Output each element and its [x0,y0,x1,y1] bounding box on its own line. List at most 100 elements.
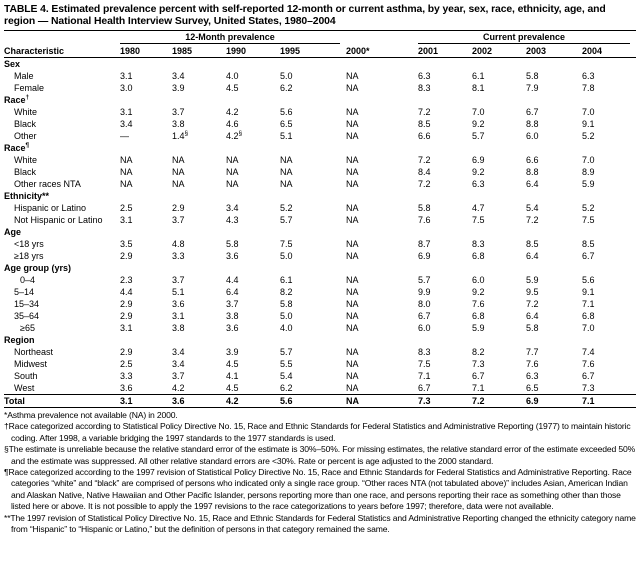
table-cell: NA [346,359,359,369]
table-cell: 6.0 [472,275,485,285]
table-row: Female 3.0 3.9 4.5 6.2 NA 8.3 8.1 7.9 7.8 [4,82,636,94]
table-cell: 5.6 [280,107,293,117]
table-title: TABLE 4. Estimated prevalence percent wi… [4,4,606,27]
table-cell: 5.7 [472,131,485,141]
table-cell: 3.4 [172,359,185,369]
table-cell: 6.3 [472,179,485,189]
table-cell: 7.5 [582,215,595,225]
section-header-row: Ethnicity** [4,190,636,202]
row-label: Region [4,335,35,345]
table-cell: 3.4 [172,347,185,357]
row-label: Ethnicity** [4,191,50,201]
table-cell: 7.3 [582,383,595,393]
table-cell: 5.4 [280,371,293,381]
table-cell: 2.5 [120,203,133,213]
row-label: Age [4,227,22,237]
table-cell: 2.9 [172,203,185,213]
table-row: <18 yrs 3.5 4.8 5.8 7.5 NA 8.7 8.3 8.5 8.5 [4,238,636,250]
table-row: White NA NA NA NA NA 7.2 6.9 6.6 7.0 [4,154,636,166]
table-row: Other races NTA NA NA NA NA NA 7.2 6.3 6.4 5.9 [4,178,636,190]
table-row: ≥18 yrs 2.9 3.3 3.6 5.0 NA 6.9 6.8 6.4 6.7 [4,250,636,262]
table-cell: 9.2 [472,167,485,177]
table-cell: 5.6 [582,275,595,285]
table-cell: 7.0 [582,155,595,165]
table-cell: NA [346,299,359,309]
row-label: Total [4,396,25,406]
table-cell: 8.5 [582,239,595,249]
section-header-row: Race¶ [4,142,636,154]
row-label: Race [4,95,26,105]
table-cell: 5.1 [280,131,293,141]
table-cell: 3.4 [226,203,239,213]
table-cell: 4.5 [226,383,239,393]
table-cell: 6.4 [526,251,539,261]
table-cell: 3.3 [120,371,133,381]
table-cell: 6.6 [418,131,431,141]
row-label: West [14,383,35,393]
table-cell: NA [346,323,359,333]
table-cell: 3.5 [120,239,133,249]
table-cell: 7.5 [280,239,293,249]
table-cell: 3.9 [226,347,239,357]
table-cell: 3.6 [226,251,239,261]
table-cell: NA [346,71,359,81]
table-cell: 3.7 [172,215,185,225]
table-cell: NA [346,131,359,141]
table-cell: 6.3 [526,371,539,381]
table-cell: 3.8 [226,311,239,321]
table-cell: 5.7 [418,275,431,285]
table-cell: 5.9 [582,179,595,189]
table-cell: 3.0 [120,83,133,93]
table-cell: 4.0 [226,71,239,81]
table-cell: 6.3 [582,71,595,81]
table-cell: 8.3 [418,83,431,93]
table-cell: 4.4 [226,275,239,285]
table-row: 15–34 2.9 3.6 3.7 5.8 NA 8.0 7.6 7.2 7.1 [4,298,636,310]
table-cell: 9.1 [582,287,595,297]
row-label: 0–4 [20,275,36,285]
table-cell: 6.7 [526,107,539,117]
table-cell: 7.6 [418,215,431,225]
table-cell: 6.7 [582,251,595,261]
section-header-row: Age [4,226,636,238]
table-row: 0–4 2.3 3.7 4.4 6.1 NA 5.7 6.0 5.9 5.6 [4,274,636,286]
row-label: ≥18 yrs [14,251,44,261]
table-cell: NA [346,239,359,249]
table-cell: 6.0 [418,323,431,333]
table-cell: 5.5 [280,359,293,369]
table-cell: 3.8 [172,323,185,333]
table-cell: 7.0 [472,107,485,117]
table-row: West 3.6 4.2 4.5 6.2 NA 6.7 7.1 6.5 7.3 [4,382,636,395]
row-label: Sex [4,59,21,69]
row-label: Black [14,119,37,129]
section-header-row: Race† [4,94,636,106]
table-cell: NA [120,167,133,177]
row-label: Other [14,131,37,141]
column-header-year: 1985 [172,44,226,58]
table-row: South 3.3 3.7 4.1 5.4 NA 7.1 6.7 6.3 6.7 [4,370,636,382]
table-row: 35–64 2.9 3.1 3.8 5.0 NA 6.7 6.8 6.4 6.8 [4,310,636,322]
table-cell: 9.5 [526,287,539,297]
table-cell: NA [346,83,359,93]
table-cell: 9.1 [582,119,595,129]
table-cell: 6.7 [418,383,431,393]
table-cell: 7.5 [472,215,485,225]
table-cell: 7.1 [418,371,431,381]
table-cell: 4.6 [226,119,239,129]
row-label: Male [14,71,34,81]
table-cell: 7.6 [526,359,539,369]
table-cell: 4.7 [472,203,485,213]
table-cell: 5.9 [526,275,539,285]
table-cell: 6.3 [418,71,431,81]
table-cell: 2.9 [120,251,133,261]
table-cell: 7.4 [582,347,595,357]
table-cell: 6.9 [526,394,583,408]
table-cell: NA [120,155,133,165]
table-cell: 3.4 [172,71,185,81]
table-cell: 3.3 [172,251,185,261]
table-cell: 3.6 [172,394,226,408]
table-cell: 4.2§ [226,130,243,141]
table-cell: 4.5 [226,83,239,93]
table-cell: 7.2 [526,299,539,309]
